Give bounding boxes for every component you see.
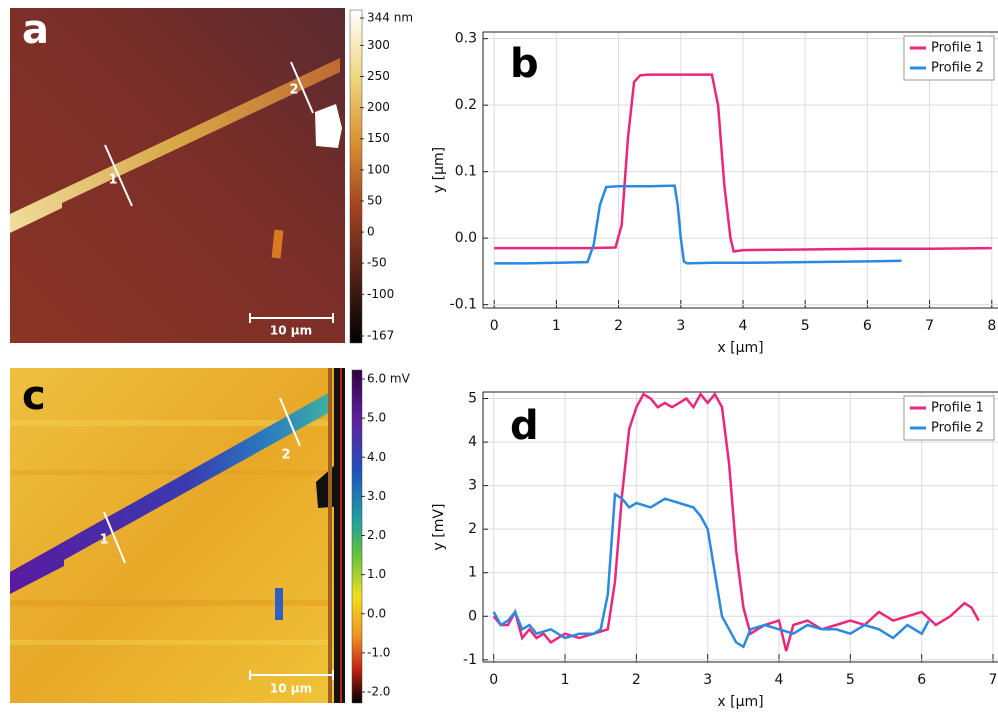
- y-tick-label: 0: [468, 608, 477, 624]
- colorbar-tick-label: 150: [367, 131, 390, 145]
- x-tick-label: 2: [614, 318, 623, 334]
- y-tick-label: -1: [463, 652, 477, 668]
- x-tick-label: 4: [739, 318, 748, 334]
- colorbar-tick-label: 300: [367, 38, 390, 52]
- x-tick-label: 5: [801, 318, 810, 334]
- x-tick-label: 0: [489, 672, 498, 688]
- legend-label: Profile 2: [931, 421, 984, 436]
- y-axis-label: y [µm]: [431, 147, 447, 193]
- x-axis-label: x [µm]: [717, 340, 763, 356]
- colorbar-tick-label: -50: [367, 256, 387, 270]
- colorbar-tick-label: 0: [367, 225, 375, 239]
- scale-bar-label: 10 µm: [270, 682, 312, 696]
- y-tick-label: -0.1: [450, 297, 477, 313]
- y-tick-label: 0.3: [455, 31, 477, 47]
- colorbar-tick-label: 3.0: [367, 489, 386, 503]
- colorbar-tick-label: 0.0: [367, 606, 386, 620]
- y-tick-label: 2: [468, 521, 477, 537]
- colorbar-tick-label: 2.0: [367, 528, 386, 542]
- y-tick-label: 1: [468, 565, 477, 581]
- colorbar-tick-label: 250: [367, 69, 390, 83]
- colorbar-tick-label: -167: [367, 329, 394, 343]
- panel-label: b: [510, 41, 539, 87]
- colorbar-tick-label: 1.0: [367, 567, 386, 581]
- y-tick-label: 4: [468, 434, 477, 450]
- x-tick-label: 0: [490, 318, 499, 334]
- x-tick-label: 6: [917, 672, 926, 688]
- panel-label: a: [22, 7, 49, 53]
- data-line: [492, 492, 930, 649]
- x-tick-label: 2: [632, 672, 641, 688]
- colorbar-tick-label: 100: [367, 162, 390, 176]
- y-tick-label: 3: [468, 478, 477, 494]
- x-tick-label: 6: [863, 318, 872, 334]
- x-tick-label: 5: [846, 672, 855, 688]
- colorbar-tick-label: 50: [367, 193, 382, 207]
- legend-box: [903, 395, 995, 441]
- y-tick-label: 0.0: [455, 230, 477, 246]
- x-tick-label: 1: [561, 672, 570, 688]
- profile-label: 1: [99, 533, 108, 548]
- x-tick-label: 1: [552, 318, 561, 334]
- y-tick-label: 0.1: [455, 164, 477, 180]
- colorbar-tick-label: 200: [367, 100, 390, 114]
- colorbar-tick-label: 5.0: [367, 411, 386, 425]
- y-tick-label: 5: [468, 391, 477, 407]
- legend-label: Profile 1: [931, 401, 984, 416]
- x-tick-label: 3: [703, 672, 712, 688]
- kpfm-image-c: [10, 368, 363, 704]
- legend-box: [903, 35, 995, 81]
- colorbar-tick-label: 344 nm: [367, 11, 413, 25]
- x-tick-label: 3: [676, 318, 685, 334]
- x-tick-label: 8: [987, 318, 996, 334]
- colorbar-tick-label: -100: [367, 287, 394, 301]
- x-axis-label: x [µm]: [717, 694, 763, 710]
- colorbar-tick-label: 6.0 mV: [367, 372, 411, 386]
- x-tick-label: 7: [989, 672, 998, 688]
- data-line: [494, 73, 992, 253]
- data-line: [492, 391, 980, 652]
- profile-label: 1: [108, 173, 117, 188]
- scale-bar-label: 10 µm: [270, 324, 312, 338]
- profile-label: 2: [289, 83, 298, 98]
- colorbar-tick-label: 4.0: [367, 450, 386, 464]
- profile-label: 2: [281, 448, 290, 463]
- afm-image-a: [10, 8, 363, 344]
- y-tick-label: 0.2: [455, 97, 477, 113]
- panel-label: c: [22, 373, 46, 419]
- x-tick-label: 7: [925, 318, 934, 334]
- colorbar-tick-label: -2.0: [367, 685, 390, 699]
- x-tick-label: 4: [775, 672, 784, 688]
- panel-label: d: [510, 403, 539, 449]
- legend-label: Profile 2: [931, 61, 984, 76]
- y-axis-label: y [mV]: [431, 504, 447, 551]
- legend-label: Profile 1: [931, 41, 984, 56]
- colorbar-tick-label: -1.0: [367, 645, 390, 659]
- data-line: [494, 184, 902, 265]
